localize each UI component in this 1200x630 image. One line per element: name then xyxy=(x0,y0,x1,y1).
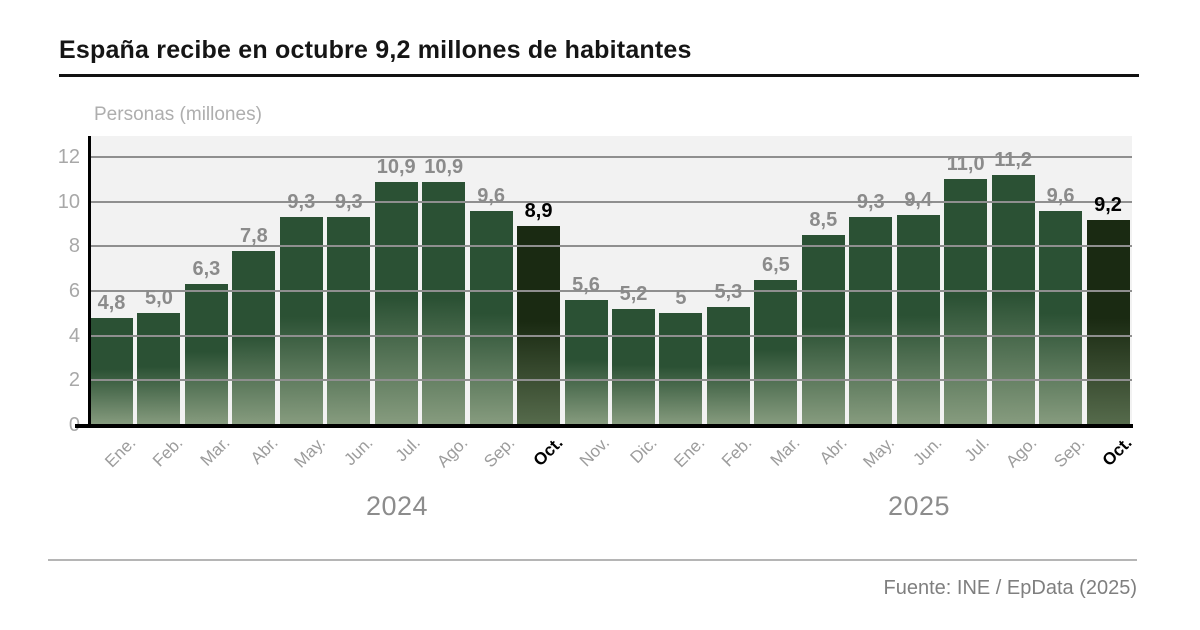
x-tick-label: Ago. xyxy=(1002,433,1041,472)
y-tick-label: 6 xyxy=(68,280,80,303)
y-tick-label: 12 xyxy=(57,146,80,169)
bar-value-label: 5,0 xyxy=(145,287,173,310)
bar xyxy=(374,181,418,425)
gridline xyxy=(88,200,1132,203)
gridline xyxy=(88,379,1132,382)
bar-value-label: 9,3 xyxy=(287,191,316,214)
gridline xyxy=(88,290,1132,293)
x-tick-label: Abr. xyxy=(246,433,282,468)
bar xyxy=(706,306,750,425)
bar xyxy=(279,217,323,425)
bar-value-label: 7,8 xyxy=(239,224,268,247)
bar-value-label: 9,6 xyxy=(477,184,506,207)
x-tick-label: Feb. xyxy=(718,433,756,471)
x-axis-baseline xyxy=(75,424,1133,428)
bar-value-label: 4,8 xyxy=(97,291,126,314)
bar xyxy=(849,217,893,425)
bar xyxy=(612,308,655,425)
x-tick-label: Dic. xyxy=(626,433,661,468)
bar-highlighted xyxy=(517,226,561,425)
y-tick-label: 4 xyxy=(68,324,80,347)
bar-value-label: 11,2 xyxy=(994,148,1033,171)
bar-value-label: 10,9 xyxy=(376,155,416,178)
x-tick-label: Jun. xyxy=(340,433,377,470)
x-tick-label: Sep. xyxy=(480,433,519,472)
x-tick-label: Mar. xyxy=(766,433,804,470)
bar xyxy=(944,179,988,425)
bar-value-label: 9,2 xyxy=(1094,193,1122,216)
plot-area: 4,8 5,0 6,3 7,8 9,3 9,3 10,9 10,9 9,6 8,9 5,6 5,2 5 5… xyxy=(88,136,1132,425)
bar-value-label: 5 xyxy=(675,287,687,310)
bar xyxy=(469,210,513,425)
x-tick-label: Ago. xyxy=(432,433,472,472)
bar xyxy=(137,313,181,425)
bar xyxy=(184,284,228,425)
x-tick-label: May. xyxy=(859,433,899,472)
bar-value-label: 5,3 xyxy=(714,280,743,303)
bar-value-label: 11,0 xyxy=(946,153,985,176)
bar-value-label: 8,9 xyxy=(524,200,553,223)
bar-value-label: 10,9 xyxy=(424,155,464,178)
x-tick-label: Jun. xyxy=(909,433,946,470)
gridline xyxy=(88,245,1132,248)
y-axis-line xyxy=(88,136,91,425)
bar-value-label: 9,6 xyxy=(1046,184,1075,207)
x-tick-label: Mar. xyxy=(197,433,234,470)
chart-title: España recibe en octubre 9,2 millones de… xyxy=(59,36,692,64)
bar xyxy=(422,181,466,425)
x-tick-label-highlighted: Oct. xyxy=(529,433,567,470)
x-tick-label: Abr. xyxy=(815,433,851,468)
x-tick-label: Nov. xyxy=(576,433,614,471)
x-tick-label: Jul. xyxy=(960,433,994,466)
bar-value-label: 6,3 xyxy=(192,258,221,281)
bar xyxy=(754,279,798,425)
footer-divider xyxy=(48,559,1137,561)
y-tick-label: 0 xyxy=(24,414,80,436)
gridline xyxy=(88,156,1132,159)
bar-value-label: 9,4 xyxy=(904,189,933,212)
bar xyxy=(1039,210,1083,425)
gridline xyxy=(88,334,1132,337)
y-axis-title: Personas (millones) xyxy=(94,104,262,125)
x-tick-label: Jul. xyxy=(391,433,424,466)
x-tick-label: Feb. xyxy=(148,433,187,471)
bar xyxy=(801,235,845,425)
bar-value-label: 8,5 xyxy=(809,209,838,232)
bar xyxy=(991,174,1035,425)
y-tick-label: 8 xyxy=(68,235,80,258)
bar xyxy=(659,313,703,425)
x-tick-label-highlighted: Oct. xyxy=(1098,433,1136,470)
source-credit: Fuente: INE / EpData (2025) xyxy=(883,577,1137,599)
x-tick-label: Ene. xyxy=(670,433,709,472)
y-tick-label: 2 xyxy=(68,369,80,392)
year-label: 2024 xyxy=(365,491,429,521)
bar xyxy=(232,250,276,425)
x-tick-label: May. xyxy=(290,433,329,472)
bar xyxy=(564,299,608,425)
bar-value-label: 6,5 xyxy=(761,253,790,276)
bar-value-label: 5,6 xyxy=(572,273,600,296)
x-tick-label: Ene. xyxy=(100,433,139,472)
x-tick-label: Sep. xyxy=(1049,433,1089,472)
bar xyxy=(896,215,940,425)
bar-value-label: 5,2 xyxy=(619,282,648,305)
bar-value-label: 9,3 xyxy=(856,191,885,214)
bar-highlighted xyxy=(1086,219,1130,425)
bar-value-label: 9,3 xyxy=(334,191,363,214)
year-label: 2025 xyxy=(887,491,951,521)
title-underline xyxy=(59,74,1139,77)
y-tick-label: 10 xyxy=(57,190,80,213)
bar xyxy=(327,217,371,425)
